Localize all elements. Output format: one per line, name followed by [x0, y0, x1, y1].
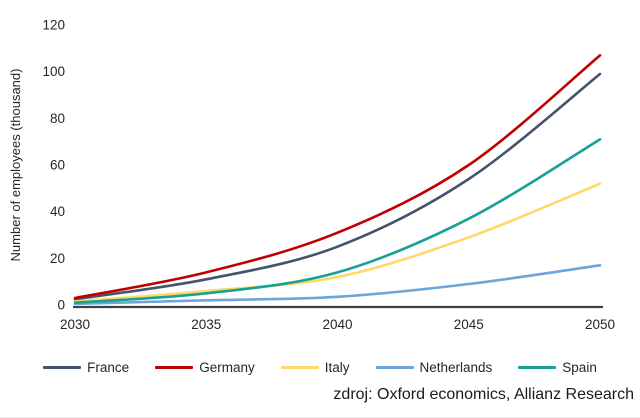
y-tick-label: 100: [42, 64, 65, 79]
x-tick-label: 2030: [60, 317, 90, 332]
series-line-italy: [73, 182, 602, 303]
x-tick-label: 2040: [322, 317, 352, 332]
legend-swatch-spain: [518, 365, 557, 369]
x-tick-label: 2050: [585, 317, 615, 332]
legend-swatch-france: [43, 365, 82, 369]
series-line-netherlands: [73, 264, 602, 306]
y-tick-label: 40: [50, 204, 65, 219]
x-tick-label: 2045: [454, 317, 484, 332]
y-tick-label: 20: [50, 251, 65, 266]
y-axis-label: Number of employees (thousand): [8, 69, 23, 262]
legend-label: Netherlands: [419, 359, 493, 375]
series-line-spain: [73, 138, 602, 304]
legend: France Germany Italy Netherlands Spain: [0, 355, 640, 379]
legend-swatch-netherlands: [375, 365, 414, 369]
legend-swatch-italy: [280, 365, 319, 369]
x-tick-label: 2035: [191, 317, 221, 332]
legend-label: Italy: [324, 359, 350, 375]
legend-item-germany: Germany: [155, 360, 255, 375]
legend-item-spain: Spain: [518, 360, 597, 375]
legend-label: Spain: [562, 359, 597, 375]
y-tick-label: 60: [50, 158, 65, 173]
y-tick-label: 0: [57, 298, 65, 313]
legend-item-italy: Italy: [280, 359, 350, 375]
series-line-germany: [73, 54, 602, 300]
legend-swatch-germany: [155, 365, 194, 369]
legend-item-netherlands: Netherlands: [375, 359, 493, 375]
legend-label: France: [87, 359, 130, 375]
legend-label: Germany: [199, 359, 255, 375]
source-note: zdroj: Oxford economics, Allianz Researc…: [333, 386, 634, 403]
y-tick-label: 120: [42, 18, 65, 33]
y-tick-label: 80: [50, 111, 65, 126]
series-line-france: [73, 72, 602, 301]
legend-item-france: France: [43, 360, 129, 375]
